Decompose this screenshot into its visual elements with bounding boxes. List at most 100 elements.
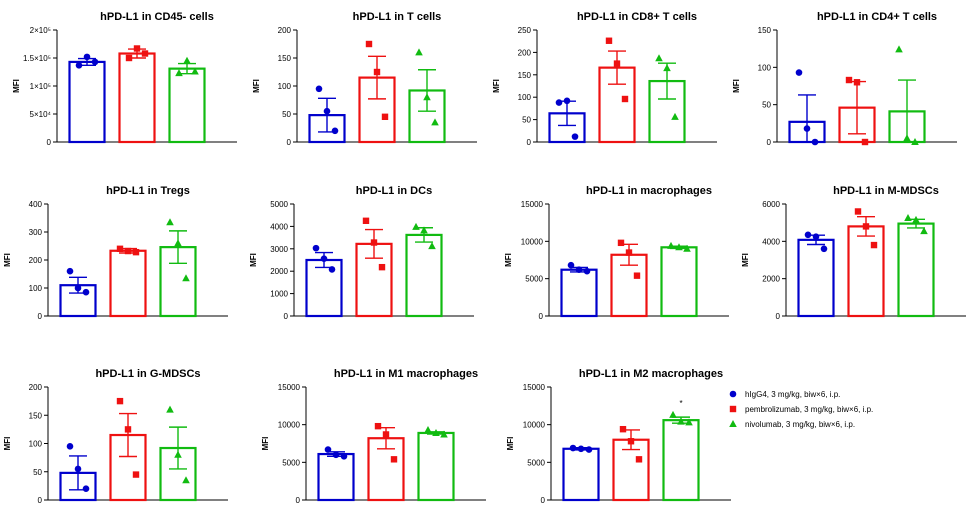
significance-label: *: [679, 399, 682, 408]
data-point: [683, 244, 691, 252]
y-tick-label: 2000: [270, 267, 288, 276]
data-point: [424, 425, 432, 433]
y-tick-label: 150: [518, 71, 532, 80]
data-point: [845, 76, 853, 84]
data-point: [633, 272, 641, 279]
data-point: [804, 231, 812, 239]
data-point: [675, 243, 683, 251]
bar: [897, 222, 935, 318]
data-point: [370, 239, 378, 246]
data-point: [903, 134, 911, 142]
data-point: [323, 107, 331, 115]
data-point: [428, 242, 436, 250]
y-tick-label: 200: [518, 48, 532, 57]
chart-panel: hPD-L1 in Tregs MFI 0 100 200 300 400: [3, 185, 228, 321]
data-point: [853, 79, 861, 86]
data-point: [563, 97, 571, 105]
data-point: [795, 69, 803, 76]
data-point: [583, 267, 591, 275]
y-axis-label: MFI: [732, 79, 741, 93]
data-point: [390, 456, 398, 463]
y-tick-label: 100: [29, 284, 43, 293]
data-point: [174, 239, 182, 247]
data-point: [669, 410, 677, 418]
y-tick-label: 150: [758, 26, 772, 35]
y-tick-label: 5000: [525, 275, 543, 284]
data-point: [577, 445, 585, 453]
y-tick-label: 0: [284, 312, 289, 321]
data-point: [812, 233, 820, 240]
chart-panel: hPD-L1 in DCs MFI 0 1000 2000 3000 4000 5000: [249, 185, 474, 321]
data-point: [125, 54, 133, 62]
data-point: [91, 58, 99, 66]
data-point: [613, 60, 621, 67]
chart-panel: hPD-L1 in CD45- cells MFI 0 5×10⁴ 1×10⁵ 1.5×1…: [12, 11, 237, 147]
data-point: [174, 450, 182, 458]
data-point: [324, 446, 332, 453]
data-point: [133, 45, 141, 52]
data-point: [116, 397, 124, 405]
y-tick-label: 5×10⁴: [30, 110, 52, 119]
y-axis-label: MFI: [12, 79, 21, 93]
chart-title: hPD-L1 in M-MDSCs: [833, 185, 939, 197]
y-tick-label: 50: [522, 116, 531, 125]
data-point: [567, 261, 575, 269]
data-point: [320, 255, 328, 262]
chart-title: hPD-L1 in DCs: [356, 185, 432, 197]
data-point: [571, 133, 579, 140]
y-tick-label: 0: [47, 138, 52, 147]
y-tick-label: 200: [278, 26, 292, 35]
legend-label: hIgG4, 3 mg/kg, biw×6, i.p.: [745, 390, 840, 399]
y-tick-label: 1.5×10⁵: [23, 54, 51, 63]
legend-label: pembrolizumab, 3 mg/kg, biw×6, i.p.: [745, 405, 873, 414]
chart-title: hPD-L1 in CD8+ T cells: [577, 11, 697, 23]
data-point: [440, 430, 448, 438]
y-tick-label: 1×10⁵: [30, 82, 51, 91]
data-point: [312, 244, 320, 252]
legend-label: nivolumab, 3 mg/kg, biw×6, i.p.: [745, 420, 855, 429]
y-axis-label: MFI: [492, 79, 501, 93]
data-point: [166, 218, 174, 226]
y-tick-label: 15000: [278, 383, 301, 392]
bar: [118, 52, 156, 144]
y-tick-label: 2×10⁵: [30, 26, 51, 35]
y-tick-label: 15000: [523, 383, 546, 392]
y-axis-label: MFI: [252, 79, 261, 93]
data-point: [685, 418, 693, 426]
bar: [109, 249, 147, 318]
y-tick-label: 0: [296, 496, 301, 505]
data-point: [82, 485, 90, 493]
data-point: [75, 61, 83, 69]
data-point: [166, 405, 174, 413]
data-point: [655, 54, 663, 62]
y-tick-label: 150: [278, 54, 292, 63]
bar: [305, 258, 343, 318]
y-tick-label: 10000: [278, 421, 301, 430]
data-point: [66, 443, 74, 450]
data-point: [381, 113, 389, 120]
bar: [662, 419, 700, 502]
bar: [797, 238, 835, 318]
data-point: [74, 284, 82, 292]
data-point: [912, 215, 920, 223]
chart-title: hPD-L1 in macrophages: [586, 185, 712, 197]
bar: [417, 431, 455, 502]
y-tick-label: 10000: [521, 237, 544, 246]
chart-panel: hPD-L1 in M1 macrophages MFI 0 5000 10000 150…: [261, 368, 486, 505]
chart-title: hPD-L1 in CD4+ T cells: [817, 11, 937, 23]
data-point: [895, 45, 903, 53]
data-point: [332, 451, 340, 459]
data-point: [82, 288, 90, 296]
data-point: [677, 417, 685, 425]
legend-marker: [729, 390, 737, 398]
y-axis-label: MFI: [249, 253, 258, 267]
data-point: [132, 471, 140, 478]
bar: [560, 268, 598, 318]
y-tick-label: 0: [38, 496, 43, 505]
chart-panel: hPD-L1 in G-MDSCs MFI 0 50 100 150 200: [3, 368, 228, 505]
chart-panel: hPD-L1 in T cells MFI 0 50 100 150 200: [252, 11, 477, 147]
y-tick-label: 0: [767, 138, 772, 147]
y-tick-label: 0: [539, 312, 544, 321]
data-point: [415, 48, 423, 56]
